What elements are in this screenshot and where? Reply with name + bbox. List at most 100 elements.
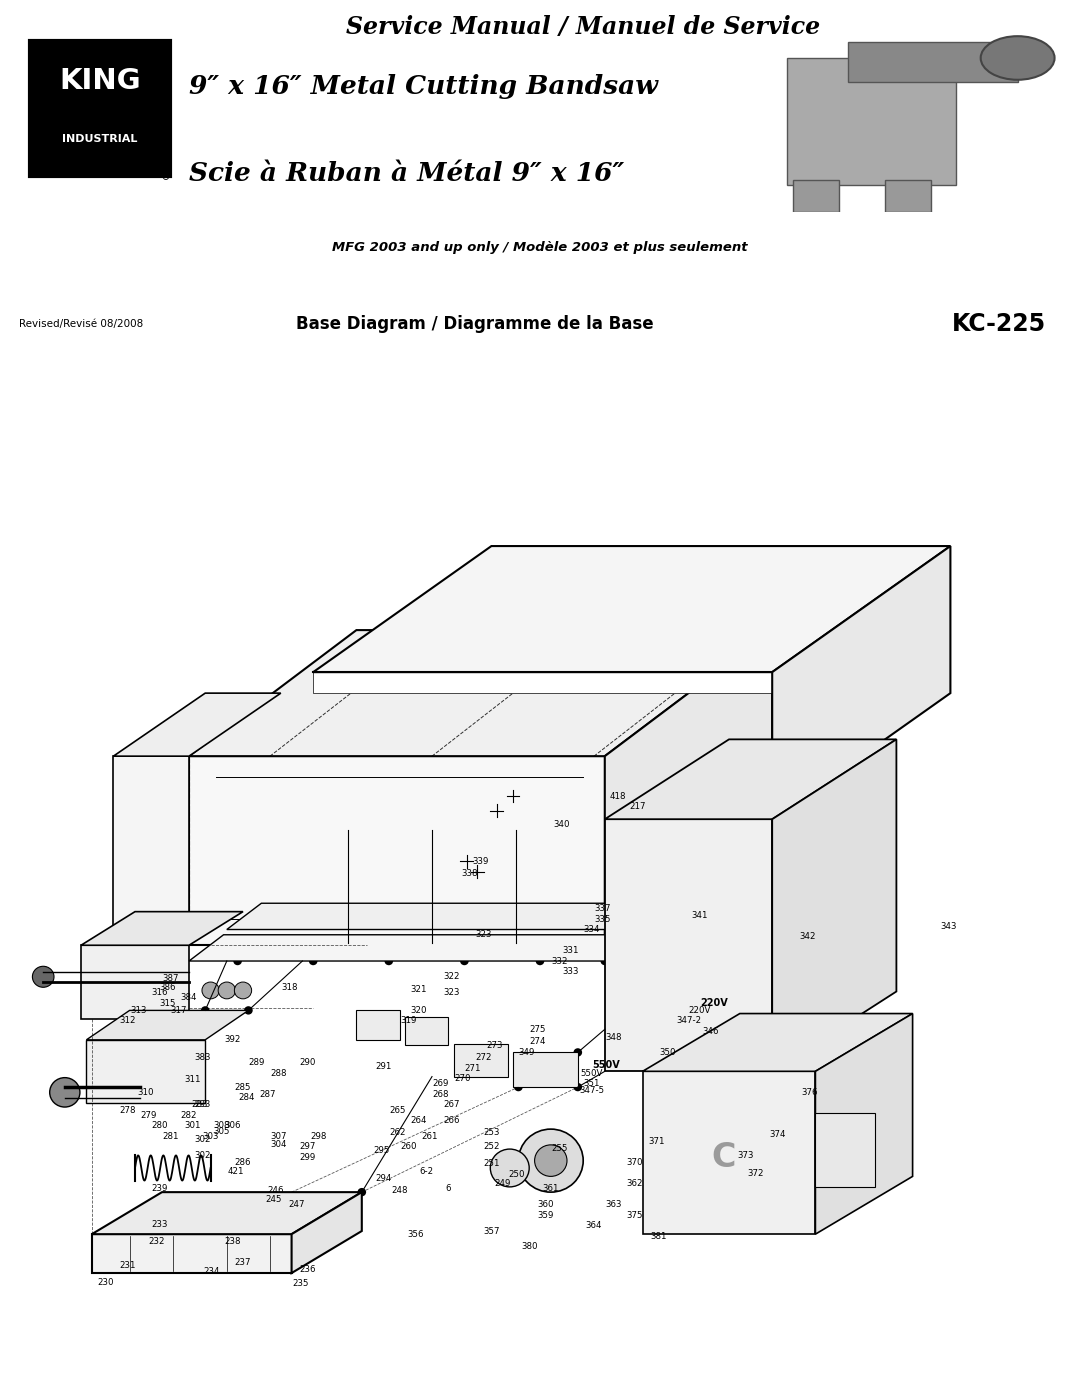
Text: KING: KING bbox=[59, 67, 140, 95]
FancyBboxPatch shape bbox=[30, 41, 170, 176]
Text: 371: 371 bbox=[648, 1137, 665, 1146]
Polygon shape bbox=[772, 546, 950, 819]
Circle shape bbox=[32, 967, 54, 988]
Polygon shape bbox=[313, 546, 950, 672]
Text: 262: 262 bbox=[389, 1127, 406, 1137]
Text: 290: 290 bbox=[299, 1059, 316, 1067]
Text: 384: 384 bbox=[180, 993, 198, 1002]
Polygon shape bbox=[113, 693, 281, 756]
Circle shape bbox=[505, 789, 521, 803]
Text: ®: ® bbox=[160, 172, 170, 183]
Text: 313: 313 bbox=[130, 1006, 147, 1014]
Polygon shape bbox=[313, 672, 772, 693]
Text: 350: 350 bbox=[659, 1048, 676, 1058]
Text: 341: 341 bbox=[691, 911, 708, 921]
Circle shape bbox=[490, 1150, 529, 1187]
Text: 374: 374 bbox=[769, 1130, 786, 1139]
FancyBboxPatch shape bbox=[849, 42, 1017, 81]
Circle shape bbox=[202, 982, 219, 999]
Circle shape bbox=[357, 1187, 366, 1196]
FancyBboxPatch shape bbox=[619, 900, 748, 929]
Polygon shape bbox=[92, 1192, 362, 1234]
Polygon shape bbox=[227, 904, 677, 929]
Text: 297: 297 bbox=[299, 1143, 316, 1151]
Text: 251: 251 bbox=[483, 1160, 500, 1168]
Text: 289: 289 bbox=[248, 1059, 266, 1067]
Circle shape bbox=[370, 662, 386, 678]
Text: 361: 361 bbox=[542, 1185, 559, 1193]
Text: 271: 271 bbox=[464, 1063, 482, 1073]
Text: 381: 381 bbox=[650, 1232, 667, 1241]
Text: 280: 280 bbox=[151, 1122, 168, 1130]
Text: 317: 317 bbox=[170, 1006, 187, 1014]
Circle shape bbox=[492, 925, 501, 933]
Text: 236: 236 bbox=[299, 1266, 316, 1274]
Text: 245: 245 bbox=[265, 1194, 282, 1204]
Text: 343: 343 bbox=[940, 922, 957, 930]
Text: 421: 421 bbox=[227, 1166, 244, 1176]
Text: 362: 362 bbox=[626, 1179, 644, 1189]
Text: 267: 267 bbox=[443, 1101, 460, 1109]
Text: 287: 287 bbox=[259, 1090, 276, 1099]
Text: 373: 373 bbox=[737, 1151, 754, 1160]
Text: 294: 294 bbox=[375, 1173, 392, 1183]
Text: 351: 351 bbox=[583, 1080, 600, 1088]
Text: 359: 359 bbox=[537, 1211, 554, 1220]
Text: 321: 321 bbox=[410, 985, 428, 993]
Text: C: C bbox=[712, 1141, 735, 1173]
Circle shape bbox=[634, 905, 738, 1006]
Text: 319: 319 bbox=[400, 1017, 417, 1025]
Polygon shape bbox=[815, 1113, 875, 1187]
Text: KC-225: KC-225 bbox=[951, 312, 1047, 337]
Text: 268: 268 bbox=[432, 1090, 449, 1099]
Text: 347-5: 347-5 bbox=[579, 1085, 605, 1095]
Text: 372: 372 bbox=[747, 1169, 765, 1178]
FancyBboxPatch shape bbox=[619, 856, 748, 893]
Text: 323: 323 bbox=[475, 930, 492, 939]
Text: 247: 247 bbox=[288, 1200, 306, 1210]
Text: 315: 315 bbox=[159, 999, 176, 1007]
Text: 293: 293 bbox=[194, 1101, 212, 1109]
Polygon shape bbox=[292, 1192, 362, 1273]
Text: 316: 316 bbox=[151, 988, 168, 997]
Text: Scie à Ruban à Métal 9″ x 16″: Scie à Ruban à Métal 9″ x 16″ bbox=[189, 162, 624, 186]
Text: 370: 370 bbox=[626, 1158, 644, 1168]
Text: 363: 363 bbox=[605, 1200, 622, 1210]
Text: 311: 311 bbox=[184, 1076, 201, 1084]
Circle shape bbox=[573, 1083, 582, 1091]
Text: 230: 230 bbox=[97, 1278, 114, 1287]
Polygon shape bbox=[189, 756, 605, 946]
Text: 550V: 550V bbox=[581, 1069, 603, 1078]
Text: 238: 238 bbox=[224, 1236, 241, 1246]
Text: 237: 237 bbox=[234, 1259, 252, 1267]
Text: 298: 298 bbox=[310, 1132, 327, 1141]
Text: 340: 340 bbox=[553, 820, 570, 828]
Text: 347-2: 347-2 bbox=[676, 1017, 702, 1025]
Circle shape bbox=[341, 925, 350, 933]
Text: 304: 304 bbox=[270, 1140, 287, 1150]
FancyBboxPatch shape bbox=[793, 180, 839, 212]
Circle shape bbox=[577, 645, 590, 658]
Text: 357: 357 bbox=[483, 1227, 500, 1235]
Polygon shape bbox=[86, 1010, 248, 1039]
Text: 250: 250 bbox=[508, 1169, 525, 1179]
Circle shape bbox=[981, 36, 1054, 80]
Circle shape bbox=[620, 630, 633, 643]
Circle shape bbox=[651, 922, 720, 989]
Circle shape bbox=[573, 1048, 582, 1056]
Text: 346: 346 bbox=[702, 1027, 719, 1037]
Polygon shape bbox=[86, 1039, 205, 1102]
Text: Revised/Revisé 08/2008: Revised/Revisé 08/2008 bbox=[19, 319, 144, 330]
Text: Service Manual / Manuel de Service: Service Manual / Manuel de Service bbox=[346, 15, 821, 39]
Polygon shape bbox=[605, 819, 772, 1071]
Text: 272: 272 bbox=[475, 1053, 492, 1062]
Text: 338: 338 bbox=[461, 869, 478, 879]
Text: 360: 360 bbox=[537, 1200, 554, 1210]
Text: 334: 334 bbox=[583, 925, 600, 935]
Text: 235: 235 bbox=[292, 1280, 309, 1288]
Text: 318: 318 bbox=[281, 982, 298, 992]
Text: 284: 284 bbox=[238, 1092, 255, 1102]
Text: 234: 234 bbox=[203, 1267, 220, 1277]
Polygon shape bbox=[92, 1234, 292, 1273]
Text: 286: 286 bbox=[234, 1158, 252, 1168]
